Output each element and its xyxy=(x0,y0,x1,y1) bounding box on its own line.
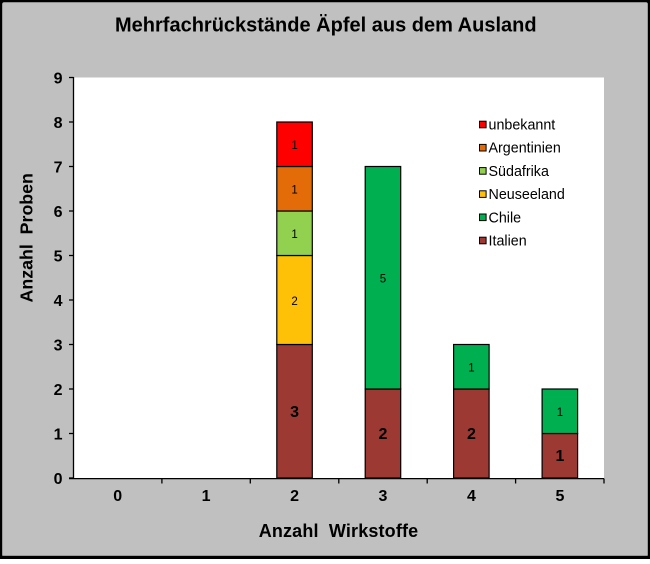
svg-text:3: 3 xyxy=(290,404,299,421)
svg-text:Chile: Chile xyxy=(489,210,522,226)
svg-text:2: 2 xyxy=(467,426,476,443)
svg-text:2: 2 xyxy=(290,488,299,505)
svg-text:1: 1 xyxy=(555,448,564,465)
svg-text:Anzahl Proben: Anzahl Proben xyxy=(17,173,37,302)
svg-text:8: 8 xyxy=(54,115,63,132)
svg-text:Italien: Italien xyxy=(489,234,527,250)
svg-text:3: 3 xyxy=(54,338,63,355)
svg-text:7: 7 xyxy=(54,160,63,177)
svg-text:6: 6 xyxy=(54,204,63,221)
svg-text:1: 1 xyxy=(557,407,563,419)
svg-text:1: 1 xyxy=(54,427,63,444)
svg-text:4: 4 xyxy=(467,488,476,505)
svg-text:2: 2 xyxy=(379,426,388,443)
svg-text:1: 1 xyxy=(291,185,297,197)
svg-text:2: 2 xyxy=(291,296,297,308)
svg-text:Südafrika: Südafrika xyxy=(489,164,549,180)
svg-text:0: 0 xyxy=(113,488,122,505)
svg-text:5: 5 xyxy=(555,488,564,505)
svg-text:1: 1 xyxy=(202,488,211,505)
svg-text:2: 2 xyxy=(54,382,63,399)
svg-text:1: 1 xyxy=(291,229,297,241)
svg-text:9: 9 xyxy=(54,71,63,88)
svg-text:1: 1 xyxy=(291,140,297,152)
svg-text:1: 1 xyxy=(468,363,474,375)
svg-text:4: 4 xyxy=(54,293,63,310)
svg-text:Anzahl Wirkstoffe: Anzahl Wirkstoffe xyxy=(259,521,419,541)
svg-text:5: 5 xyxy=(380,274,386,286)
svg-text:Mehrfachrückstände Äpfel aus d: Mehrfachrückstände Äpfel aus dem Ausland xyxy=(115,14,537,37)
svg-text:Argentinien: Argentinien xyxy=(489,141,561,157)
svg-text:0: 0 xyxy=(54,471,63,488)
svg-text:Neuseeland: Neuseeland xyxy=(489,187,565,203)
svg-text:3: 3 xyxy=(379,488,388,505)
svg-text:5: 5 xyxy=(54,249,63,266)
svg-text:unbekannt: unbekannt xyxy=(489,118,556,134)
